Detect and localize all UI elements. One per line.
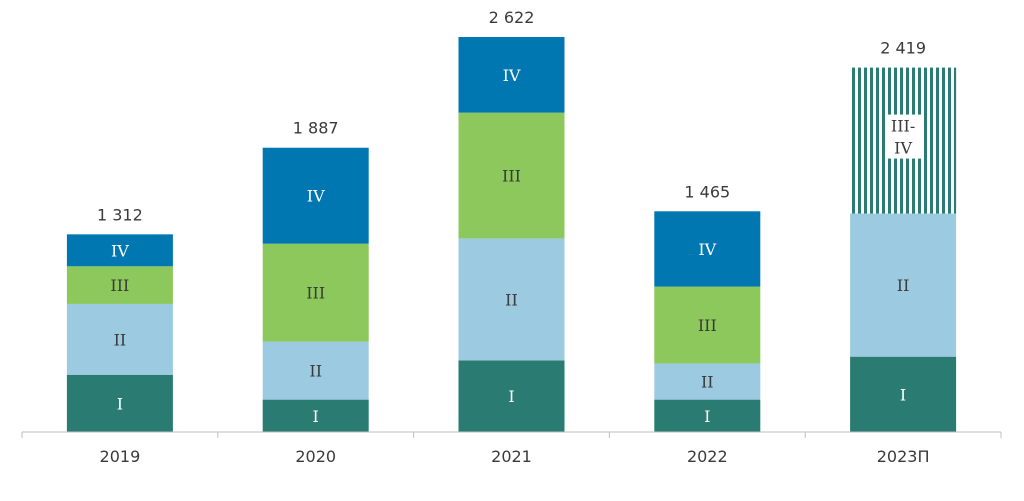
x-tick-label: 2022 <box>687 447 728 466</box>
segment-label: IV <box>307 187 325 206</box>
x-tick-label: 2019 <box>100 447 141 466</box>
bar-segment-2020-1 <box>262 341 369 400</box>
bar-segment-2021-3 <box>458 37 565 113</box>
bar-segment-2023П-1 <box>850 213 957 357</box>
segment-label: I <box>900 385 906 404</box>
segment-label: IV <box>111 241 129 260</box>
segment-label-box <box>885 114 922 159</box>
bar-segment-2019-1 <box>66 303 173 375</box>
bar-segment-2021-1 <box>458 238 565 361</box>
segment-label: I <box>704 407 710 426</box>
segment-label: II <box>897 276 910 295</box>
bar-segment-2022-3 <box>654 211 761 287</box>
segment-label: III <box>110 276 129 295</box>
bar-segment-2022-1 <box>654 363 761 400</box>
bar-segment-2020-2 <box>262 243 369 342</box>
bar-segment-2021-0 <box>458 360 565 432</box>
bar-segment-2021-2 <box>458 112 565 239</box>
bar-segment-2020-3 <box>262 147 369 244</box>
bar-total-label: 2 419 <box>880 39 926 58</box>
segment-label: IV <box>698 240 716 259</box>
bar-total-label: 1 465 <box>684 182 730 201</box>
bar-segment-2019-0 <box>66 374 173 432</box>
segment-label: I <box>117 394 123 413</box>
bar-total-label: 2 622 <box>489 8 535 27</box>
segment-label: III <box>698 316 717 335</box>
bar-segment-2023П-0 <box>850 356 957 432</box>
x-tick-label: 2020 <box>295 447 336 466</box>
segment-label: II <box>114 330 127 349</box>
bar-segment-2020-0 <box>262 399 369 432</box>
segment-label: I <box>313 407 319 426</box>
x-tick-label: 2023П <box>877 447 930 466</box>
segment-label: III <box>502 167 521 186</box>
bar-segment-2019-2 <box>66 266 173 304</box>
bar-segment-2019-3 <box>66 234 173 267</box>
segment-label: II <box>505 290 518 309</box>
x-tick-label: 2021 <box>491 447 532 466</box>
segment-label: II <box>701 373 714 392</box>
segment-label: I <box>508 387 514 406</box>
bar-segment-2022-0 <box>654 399 761 432</box>
bar-total-label: 1 887 <box>293 119 339 138</box>
bar-segment-2022-2 <box>654 286 761 364</box>
segment-label: III-IV <box>891 117 915 158</box>
bar-total-label: 1 312 <box>97 205 143 224</box>
segment-label: III <box>306 284 325 303</box>
segment-label: II <box>309 362 322 381</box>
segment-label: IV <box>503 66 521 85</box>
